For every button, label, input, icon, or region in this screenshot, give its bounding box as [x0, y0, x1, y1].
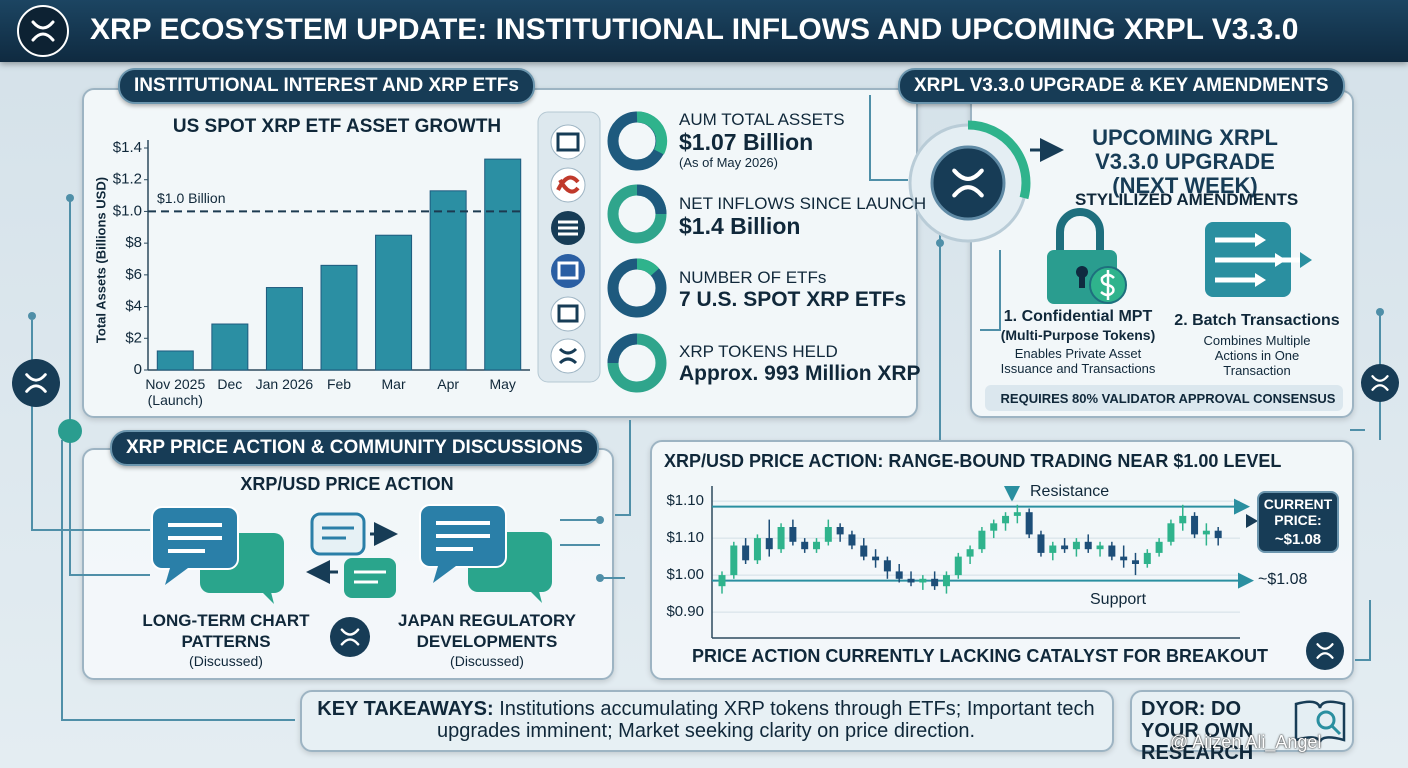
stat-label: XRP TOKENS HELD	[679, 342, 838, 361]
stat-value: $1.07 Billion	[679, 129, 814, 155]
amendment-name: 1. Confidential MPT	[1003, 308, 1153, 325]
topic-status: (Discussed)	[189, 653, 263, 669]
page-title: XRP ECOSYSTEM UPDATE: INSTITUTIONAL INFL…	[90, 13, 1299, 46]
amendment-description: Enables Private Asset Issuance and Trans…	[1000, 346, 1156, 376]
watermark: @ Aiizen Ali_Angel	[1170, 732, 1322, 752]
stat-label: NUMBER OF ETFs	[679, 268, 827, 287]
x-tick-label: May	[489, 376, 516, 392]
current-price-label: CURRENT PRICE:	[1263, 496, 1333, 528]
takeaways-text: Institutions accumulating XRP tokens thr…	[436, 698, 1095, 742]
chart-footer: PRICE ACTION CURRENTLY LACKING CATALYST …	[691, 646, 1269, 666]
header-bar	[0, 0, 1408, 62]
x-tick-label: Apr	[437, 376, 460, 392]
takeaways-label: KEY TAKEAWAYS:	[317, 698, 494, 720]
section-heading: XRP PRICE ACTION & COMMUNITY DISCUSSIONS	[110, 430, 599, 466]
topic-name: LONG-TERM CHART PATTERNS	[142, 611, 310, 651]
x-tick-label: Nov 2025 (Launch)	[145, 376, 206, 408]
section-heading: XRPL V3.3.0 UPGRADE & KEY AMENDMENTS	[898, 68, 1345, 104]
chart-title: XRP/USD PRICE ACTION: RANGE-BOUND TRADIN…	[664, 451, 1282, 471]
upgrade-subtitle: STYLILIZED AMENDMENTS	[1075, 190, 1299, 209]
x-tick-label: Mar	[381, 376, 406, 392]
chart-title: US SPOT XRP ETF ASSET GROWTH	[172, 116, 502, 137]
takeaways: KEY TAKEAWAYS: Institutions accumulating…	[311, 698, 1101, 742]
topic-name: JAPAN REGULATORY DEVELOPMENTS	[398, 611, 576, 651]
price-panel	[650, 440, 1354, 680]
amendment-name: 2. Batch Transactions	[1174, 312, 1340, 329]
x-tick-label: Feb	[326, 376, 352, 392]
requirement: REQUIRES 80% VALIDATOR APPROVAL CONSENSU…	[1000, 391, 1336, 406]
stat-note: (As of May 2026)	[679, 155, 778, 170]
upgrade-title: UPCOMING XRPL V3.3.0 UPGRADE (NEXT WEEK)	[1092, 125, 1278, 198]
amendment-detail: (Multi-Purpose Tokens)	[1000, 327, 1156, 343]
x-tick-label: Dec	[217, 376, 243, 392]
current-price-value: ~$1.08	[1274, 531, 1322, 548]
stat-value: Approx. 993 Million XRP	[679, 362, 921, 385]
support-note: ~$1.08	[1258, 571, 1308, 588]
topic-status: (Discussed)	[450, 653, 524, 669]
stat-label: NET INFLOWS SINCE LAUNCH	[679, 194, 927, 213]
amendment-description: Combines Multiple Actions in One Transac…	[1203, 333, 1311, 378]
x-tick-label: Jan 2026	[255, 376, 314, 392]
stat-value: $1.4 Billion	[679, 213, 801, 239]
discussion-title: XRP/USD PRICE ACTION	[240, 474, 454, 494]
stat-value: 7 U.S. SPOT XRP ETFs	[679, 288, 907, 311]
dyor: DYOR: DO YOUR OWN RESEARCH	[1141, 698, 1254, 764]
stat-label: AUM TOTAL ASSETS	[679, 110, 845, 129]
section-heading: INSTITUTIONAL INTEREST AND XRP ETFs	[118, 68, 535, 104]
